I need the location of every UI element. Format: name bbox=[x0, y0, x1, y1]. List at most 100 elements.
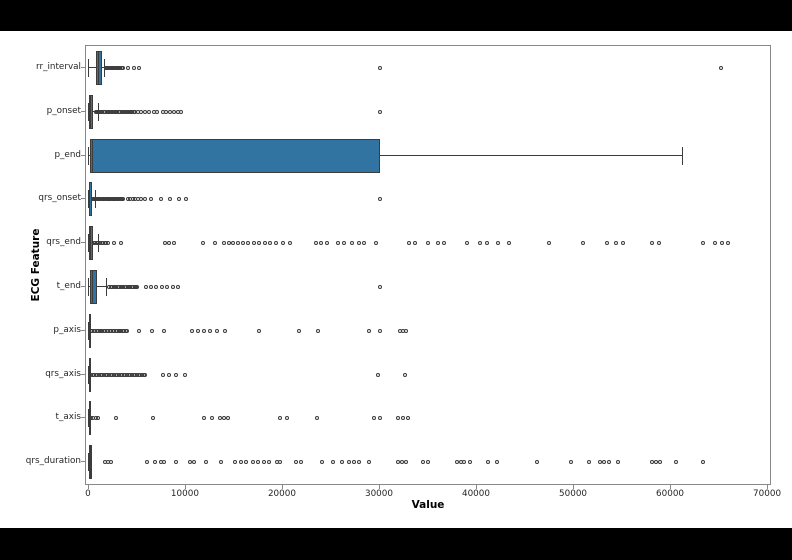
outlier-point bbox=[143, 197, 148, 202]
outlier-point bbox=[182, 372, 187, 377]
outlier-point bbox=[458, 460, 463, 465]
outlier-point bbox=[256, 328, 261, 333]
outlier-point bbox=[465, 241, 470, 246]
y-tick-label: t_axis bbox=[55, 412, 81, 423]
outlier-point bbox=[406, 416, 411, 421]
outlier-point bbox=[218, 460, 223, 465]
whisker-cap bbox=[88, 58, 90, 77]
outlier-point bbox=[202, 328, 207, 333]
outlier-point bbox=[109, 460, 114, 465]
outlier-point bbox=[569, 460, 574, 465]
y-axis-label: ECG Feature bbox=[30, 228, 42, 302]
outlier-point bbox=[274, 241, 279, 246]
x-tick-mark bbox=[378, 485, 380, 489]
outlier-point bbox=[160, 372, 165, 377]
median-line bbox=[90, 226, 92, 261]
outlier-point bbox=[404, 460, 409, 465]
outlier-point bbox=[131, 65, 136, 70]
median-line bbox=[89, 445, 91, 480]
outlier-point bbox=[377, 109, 382, 114]
outlier-point bbox=[404, 328, 409, 333]
outlier-point bbox=[179, 109, 184, 114]
outlier-point bbox=[436, 241, 441, 246]
outlier-point bbox=[462, 460, 467, 465]
outlier-point bbox=[145, 460, 150, 465]
outlier-point bbox=[139, 109, 144, 114]
outlier-point bbox=[125, 328, 130, 333]
x-tick-mark bbox=[87, 485, 89, 489]
outlier-point bbox=[374, 241, 379, 246]
outlier-point bbox=[420, 460, 425, 465]
outlier-point bbox=[377, 197, 382, 202]
outlier-point bbox=[349, 241, 354, 246]
outlier-point bbox=[701, 460, 706, 465]
outlier-point bbox=[174, 460, 179, 465]
outlier-point bbox=[137, 328, 142, 333]
outlier-point bbox=[195, 328, 200, 333]
outlier-point bbox=[396, 416, 401, 421]
x-tick-mark bbox=[670, 485, 672, 489]
outlier-point bbox=[177, 197, 182, 202]
outlier-point bbox=[280, 241, 285, 246]
outlier-point bbox=[377, 328, 382, 333]
whisker-line bbox=[88, 286, 107, 288]
outlier-point bbox=[324, 241, 329, 246]
outlier-point bbox=[484, 241, 489, 246]
outlier-point bbox=[396, 460, 401, 465]
outlier-point bbox=[485, 460, 490, 465]
outlier-point bbox=[400, 460, 405, 465]
outlier-point bbox=[342, 241, 347, 246]
outlier-point bbox=[214, 328, 219, 333]
outlier-point bbox=[605, 241, 609, 246]
y-tick-mark bbox=[81, 198, 85, 200]
outlier-point bbox=[613, 241, 618, 246]
outlier-point bbox=[172, 241, 177, 246]
outlier-point bbox=[602, 460, 607, 465]
outlier-point bbox=[105, 241, 110, 246]
y-tick-mark bbox=[81, 110, 85, 112]
outlier-point bbox=[226, 241, 231, 246]
whisker-cap bbox=[88, 277, 90, 296]
y-tick-label: p_onset bbox=[46, 105, 81, 116]
outlier-point bbox=[159, 284, 164, 289]
outlier-point bbox=[149, 197, 153, 202]
outlier-point bbox=[598, 460, 603, 465]
outlier-point bbox=[163, 109, 168, 114]
outlier-point bbox=[168, 109, 173, 114]
outlier-point bbox=[246, 241, 251, 246]
outlier-point bbox=[340, 460, 345, 465]
outlier-point bbox=[615, 460, 620, 465]
outlier-point bbox=[293, 460, 298, 465]
x-axis-label: Value bbox=[411, 499, 445, 511]
y-tick-mark bbox=[81, 373, 85, 375]
y-tick-label: qrs_axis bbox=[45, 368, 81, 379]
whisker-cap bbox=[682, 146, 684, 165]
outlier-point bbox=[331, 460, 336, 465]
outlier-point bbox=[221, 241, 226, 246]
outlier-point bbox=[261, 460, 266, 465]
outlier-point bbox=[191, 460, 196, 465]
y-tick-label: qrs_end bbox=[46, 237, 81, 248]
whisker-cap bbox=[88, 453, 90, 472]
outlier-point bbox=[299, 460, 304, 465]
outlier-point bbox=[367, 460, 372, 465]
outlier-point bbox=[251, 241, 256, 246]
x-tick-mark bbox=[573, 485, 575, 489]
outlier-point bbox=[278, 416, 283, 421]
x-tick-label: 30000 bbox=[364, 489, 393, 499]
y-tick-mark bbox=[81, 285, 85, 287]
box bbox=[95, 50, 102, 85]
whisker-cap bbox=[88, 146, 90, 165]
median-line bbox=[89, 182, 91, 217]
outlier-point bbox=[167, 241, 172, 246]
outlier-point bbox=[143, 109, 148, 114]
outlier-point bbox=[407, 241, 412, 246]
outlier-point bbox=[93, 416, 98, 421]
x-tick-label: 60000 bbox=[656, 489, 685, 499]
outlier-point bbox=[154, 109, 159, 114]
outlier-point bbox=[244, 460, 249, 465]
outlier-point bbox=[701, 241, 706, 246]
outlier-point bbox=[314, 416, 319, 421]
outlier-point bbox=[351, 460, 356, 465]
outlier-point bbox=[356, 460, 361, 465]
